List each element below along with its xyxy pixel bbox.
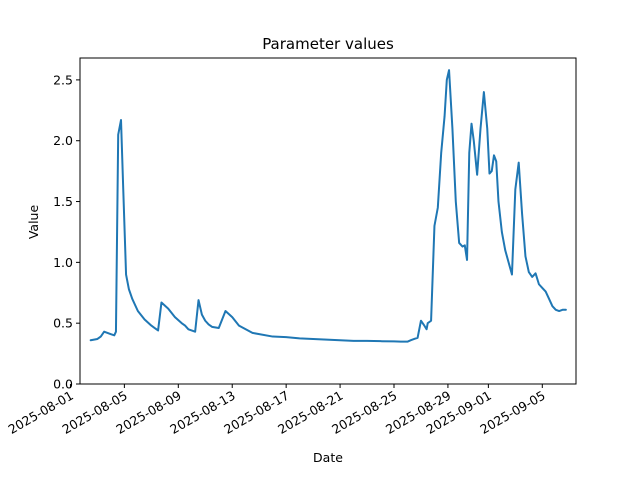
series-line <box>89 69 567 343</box>
y-tick-label: 0.0 <box>53 377 73 392</box>
y-tick-label: 2.0 <box>53 133 73 148</box>
axes-frame <box>79 57 577 385</box>
x-axis-title: Date <box>313 450 343 465</box>
y-tick-label: 1.5 <box>53 194 73 209</box>
chart-title: Parameter values <box>262 35 394 53</box>
y-tick-label: 2.5 <box>53 72 73 87</box>
y-tick-label: 1.0 <box>53 255 73 270</box>
y-axis-title: Value <box>26 205 41 240</box>
y-tick-label: 0.5 <box>53 316 73 331</box>
y-axis: 0.0 0.5 1.0 1.5 2.0 2.5 <box>53 72 80 392</box>
plot-area <box>79 57 577 385</box>
